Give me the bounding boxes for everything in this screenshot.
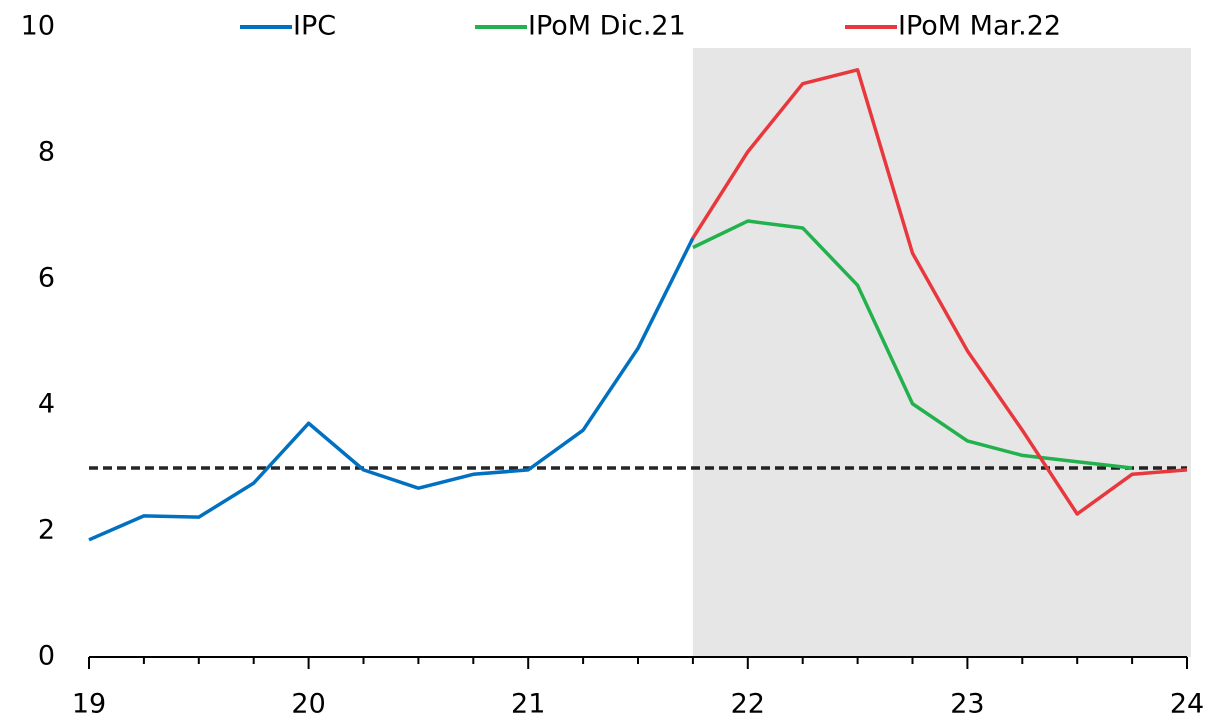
projection-shade bbox=[692, 48, 1191, 657]
series-line bbox=[692, 219, 1133, 470]
series-line bbox=[88, 237, 695, 542]
y-tick-label: 2 bbox=[38, 515, 55, 546]
x-tick-label: 22 bbox=[731, 689, 765, 720]
legend-label: IPoM Mar.22 bbox=[898, 11, 1061, 42]
y-tick-label: 4 bbox=[38, 389, 55, 420]
y-tick-label: 8 bbox=[38, 137, 55, 168]
y-tick-label: 0 bbox=[38, 641, 55, 672]
legend-label: IPoM Dic.21 bbox=[528, 11, 686, 42]
x-tick-label: 19 bbox=[72, 689, 106, 720]
y-tick-label: 10 bbox=[21, 11, 55, 42]
x-tick-label: 21 bbox=[511, 689, 545, 720]
legend-label: IPC bbox=[293, 11, 336, 42]
x-tick-label: 23 bbox=[950, 689, 984, 720]
y-tick-label: 6 bbox=[38, 263, 55, 294]
x-tick-label: 24 bbox=[1170, 689, 1204, 720]
x-tick-label: 20 bbox=[291, 689, 325, 720]
series-line bbox=[691, 68, 1188, 516]
